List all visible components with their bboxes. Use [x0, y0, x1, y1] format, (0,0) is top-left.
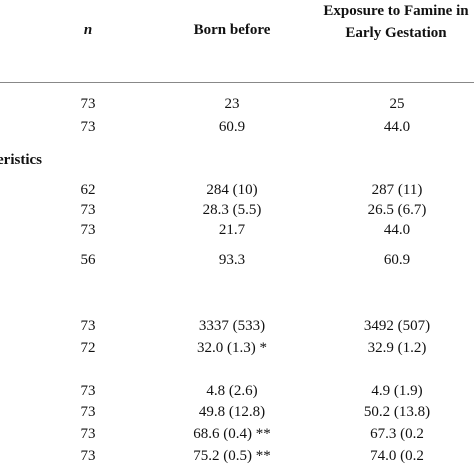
cell-born-before: 4.8 (2.6)	[206, 383, 258, 399]
cell-born-before: 75.2 (0.5) **	[193, 448, 271, 464]
cell-born-before: 23	[224, 96, 240, 112]
cell-n: 73	[80, 404, 96, 420]
cell-n: 56	[80, 252, 96, 268]
cell-exposure: 25	[389, 96, 405, 112]
header-n: n	[83, 22, 93, 38]
cell-exposure: 44.0	[383, 222, 411, 238]
header-exposure: Exposure to Famine in Early Gestation	[323, 3, 469, 41]
cell-n: 73	[80, 318, 96, 334]
cell-born-before: 21.7	[218, 222, 246, 238]
header-rule	[0, 82, 474, 83]
cell-born-before: 32.0 (1.3) *	[197, 340, 267, 356]
cell-exposure: 74.0 (0.2	[370, 448, 424, 464]
cell-born-before: 49.8 (12.8)	[198, 404, 266, 420]
cell-born-before: 28.3 (5.5)	[202, 202, 262, 218]
cell-n: 62	[80, 182, 96, 198]
cell-exposure: 287 (11)	[371, 182, 423, 198]
cell-exposure: 50.2 (13.8)	[363, 404, 431, 420]
cell-exposure: 32.9 (1.2)	[367, 340, 427, 356]
cell-exposure: 44.0	[383, 119, 411, 135]
cell-exposure: 26.5 (6.7)	[367, 202, 427, 218]
cell-born-before: 284 (10)	[206, 182, 258, 198]
cell-n: 73	[80, 448, 96, 464]
cell-n: 72	[80, 340, 96, 356]
cell-n: 73	[80, 96, 96, 112]
section-label: eristics	[0, 152, 42, 168]
cell-n: 73	[80, 222, 96, 238]
cell-born-before: 3337 (533)	[198, 318, 266, 334]
cell-n: 73	[80, 202, 96, 218]
cell-exposure: 67.3 (0.2	[370, 426, 424, 442]
cell-born-before: 68.6 (0.4) **	[193, 426, 271, 442]
cell-exposure: 4.9 (1.9)	[371, 383, 423, 399]
header-born-before: Born before	[193, 22, 271, 38]
cell-exposure: 3492 (507)	[363, 318, 431, 334]
cell-born-before: 60.9	[218, 119, 246, 135]
cell-born-before: 93.3	[218, 252, 246, 268]
cell-n: 73	[80, 383, 96, 399]
cell-n: 73	[80, 426, 96, 442]
cell-exposure: 60.9	[383, 252, 411, 268]
cell-n: 73	[80, 119, 96, 135]
